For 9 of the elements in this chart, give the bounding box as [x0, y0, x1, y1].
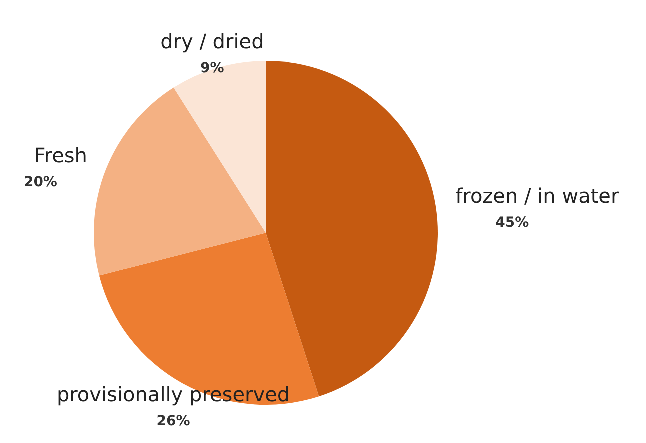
pie-slice [174, 61, 266, 233]
data-label: 20% [24, 174, 58, 190]
slice-label: frozen / in water [456, 184, 620, 208]
data-label: 45% [496, 214, 530, 231]
data-label: 9% [200, 60, 224, 77]
data-label: 26% [156, 413, 190, 430]
slice-label: dry / dried [160, 30, 264, 54]
slice-label: Fresh [34, 143, 88, 168]
pie-slice [94, 88, 266, 276]
